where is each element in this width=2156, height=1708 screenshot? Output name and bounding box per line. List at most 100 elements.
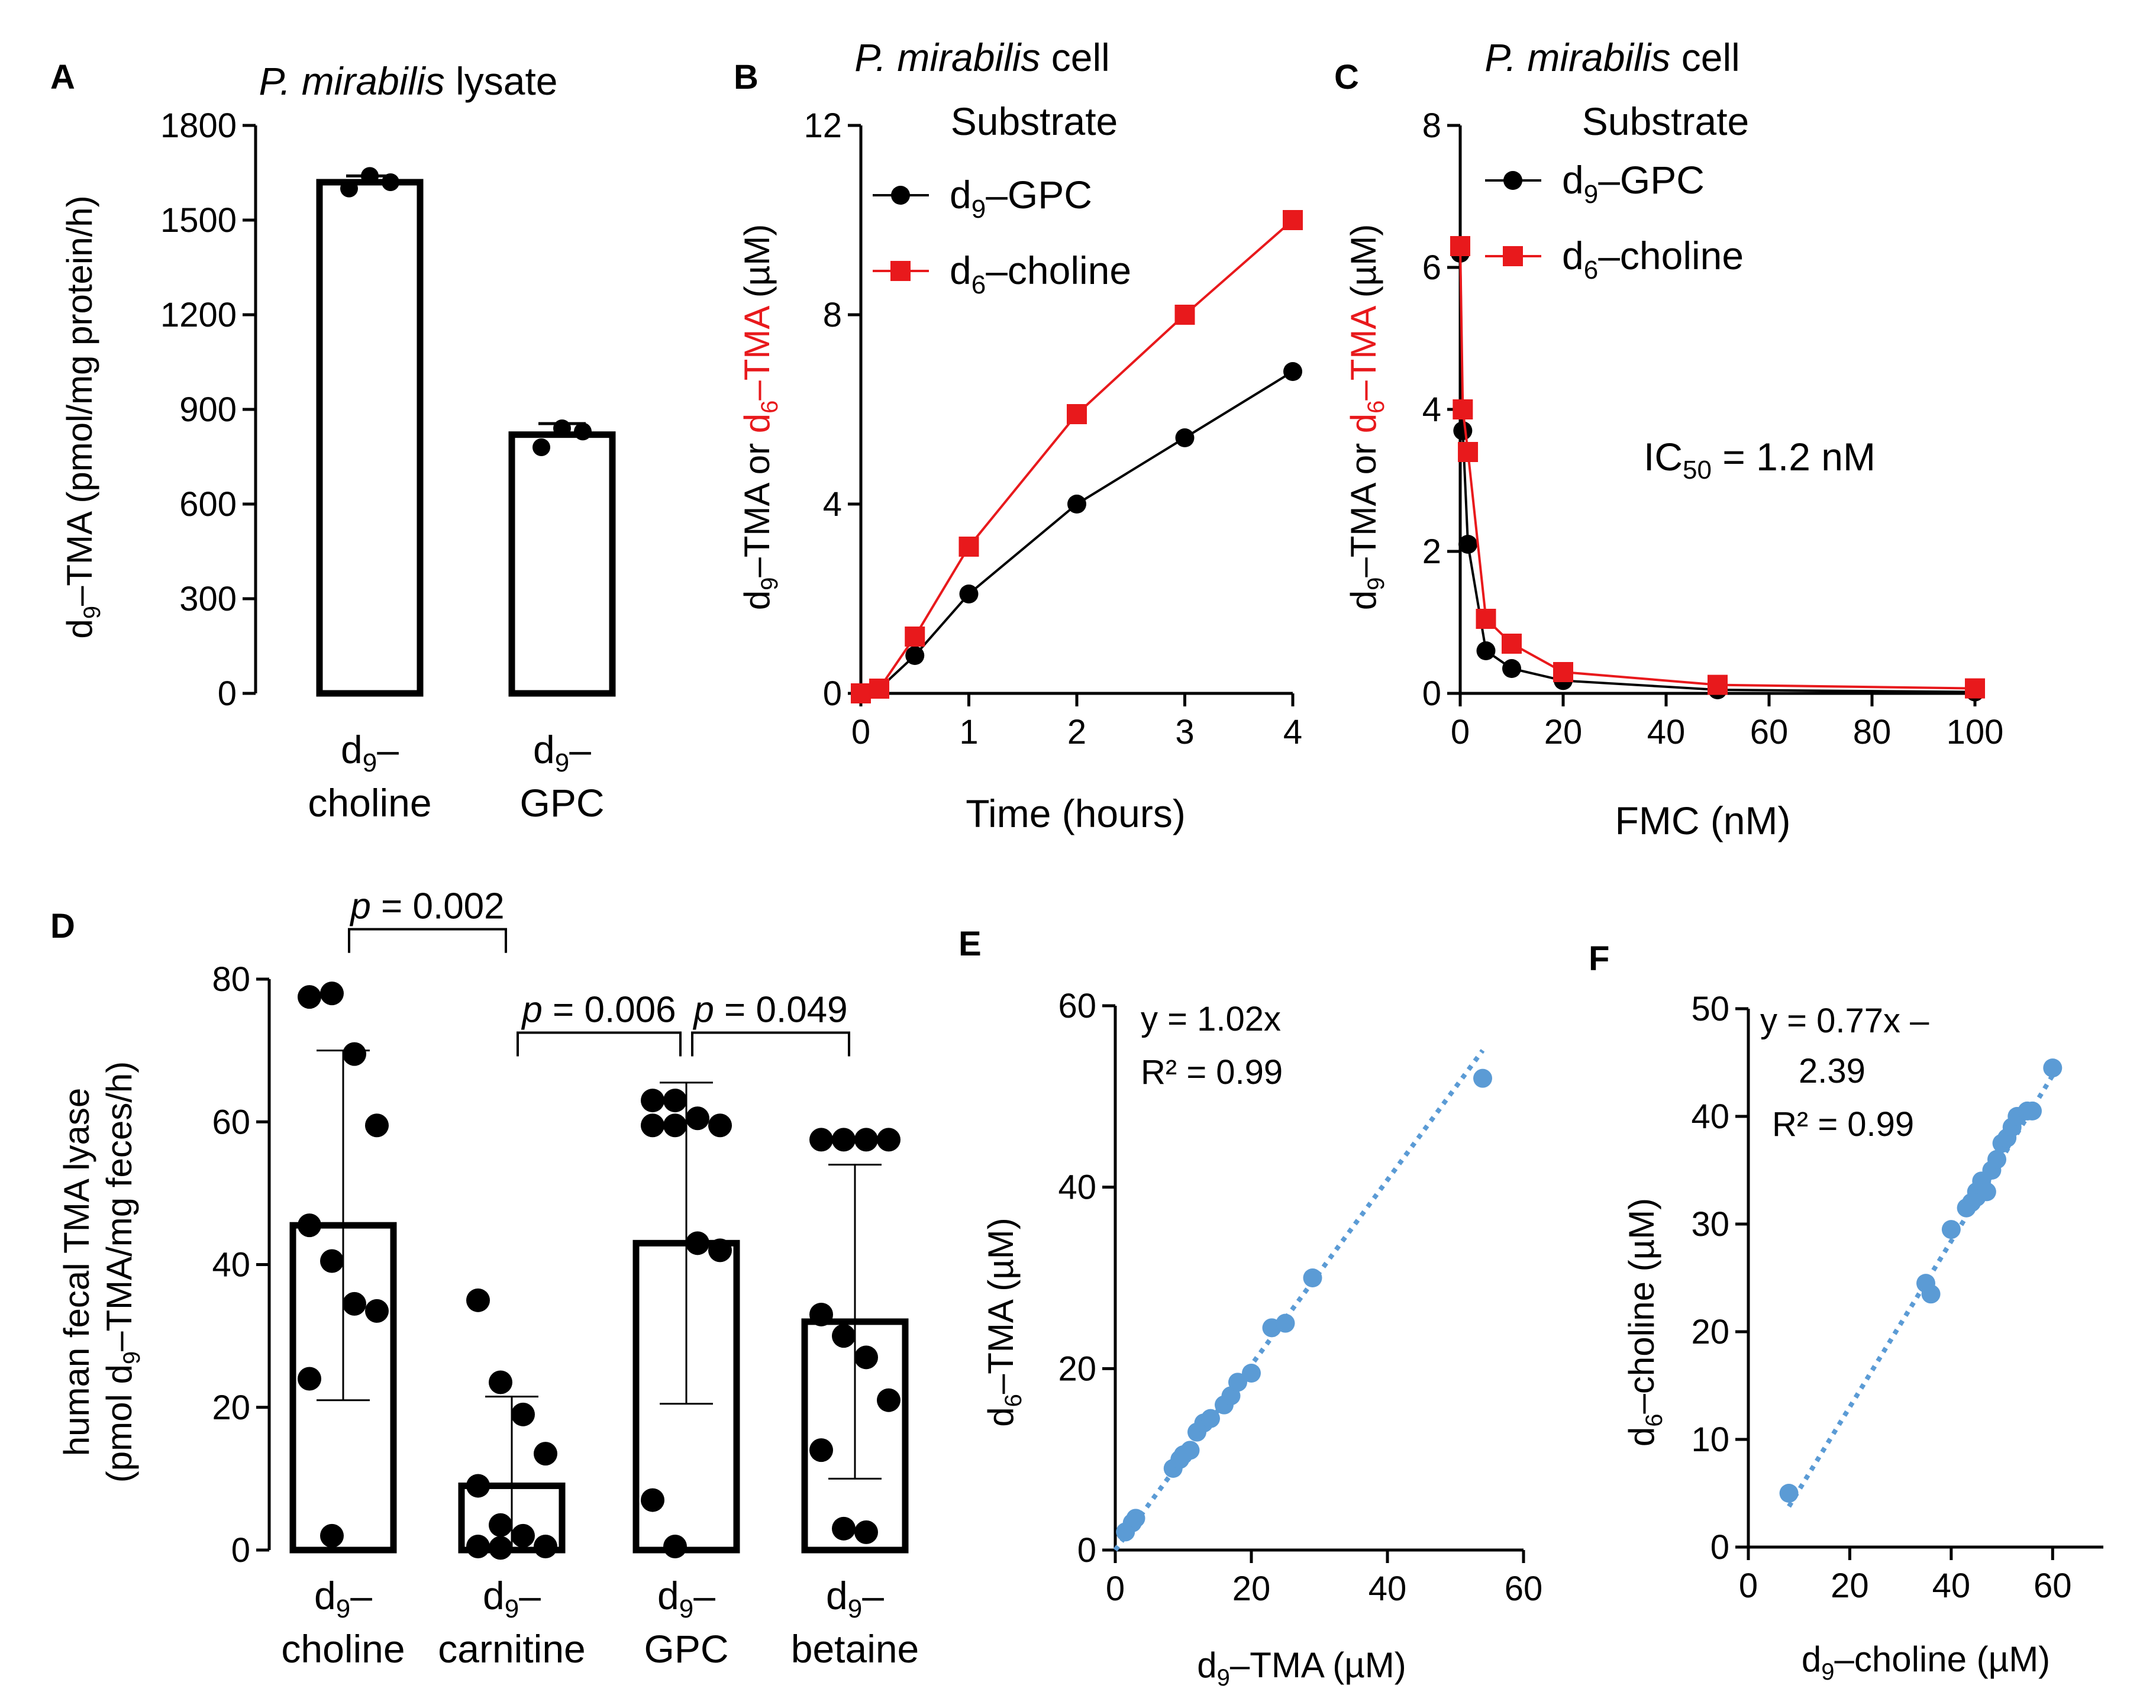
panel-b-point (958, 537, 979, 557)
panel-d-point (877, 1128, 901, 1152)
panel-d-category-label-line2: GPC (644, 1627, 728, 1671)
panel-e-r2: R² = 0.99 (1141, 1053, 1283, 1092)
panel-f-y-tick-label: 40 (1691, 1097, 1729, 1136)
panel-c-y-tick-label: 2 (1422, 532, 1441, 571)
panel-f-x-tick-label: 0 (1739, 1567, 1758, 1605)
panel-c-point (1458, 442, 1479, 462)
panel-d-y-tick-label: 0 (231, 1531, 250, 1570)
panel-b-point (1283, 210, 1303, 230)
panel-b-x-tick-label: 1 (959, 713, 978, 751)
panel-f-y-label: d6–choline (µM) (1622, 1198, 1667, 1447)
panel-d-point (877, 1388, 901, 1412)
panel-d-point (663, 1113, 687, 1138)
panel-d-comparison-bracket (691, 1031, 850, 1057)
panel-c-point (1502, 634, 1522, 654)
panel-b-legend-marker (891, 186, 910, 205)
panel-d-comparison-bracket (517, 1031, 682, 1057)
panel-c-legend: d9–GPC d6–choline (1485, 158, 1744, 285)
panel-b-y-label: d9–TMA or d6–TMA (µM) (737, 224, 783, 611)
panel-e-point (1180, 1441, 1200, 1460)
panel-b-point (1067, 404, 1087, 424)
panel-b-y-tick-label: 4 (823, 485, 842, 524)
panel-d-point (534, 1534, 557, 1558)
panel-e-trendline-line (1113, 1049, 1485, 1552)
panel-d-category-label: d9– (826, 1574, 884, 1623)
panel-f-y-tick-label: 10 (1691, 1420, 1729, 1459)
panel-c-y-tick-label: 8 (1422, 106, 1441, 145)
panel-c-point (1965, 678, 1985, 699)
panel-c-point (1450, 236, 1470, 256)
panel-e-trendline (1113, 1049, 1485, 1552)
panel-e-y-label: d6–TMA (µM) (981, 1218, 1027, 1427)
panel-a-y-label: d9–TMA (pmol/mg protein/h) (60, 195, 105, 638)
panel-d-point (854, 1520, 878, 1544)
panel-b-point (959, 585, 979, 603)
panel-c-point (1708, 674, 1728, 695)
panel-f-y-tick-label: 30 (1691, 1205, 1729, 1244)
panel-b-point (1067, 495, 1086, 514)
panel-f-equation-line2: 2.39 (1799, 1052, 1865, 1090)
panel-b-point (905, 646, 925, 665)
panel-a-category-label: d9– (533, 728, 591, 777)
panel-f-point (2023, 1101, 2042, 1121)
panel-d-point (663, 1089, 687, 1113)
panel-d-point (832, 1324, 856, 1348)
panel-a-point (574, 422, 592, 441)
panel-f-point (1987, 1150, 2006, 1169)
panel-d-p-value: p = 0.002 (349, 886, 504, 927)
panel-d-point (343, 1042, 366, 1066)
panel-b-series (851, 210, 1303, 703)
panel-b-point (1174, 305, 1195, 325)
panel-d-point (534, 1442, 557, 1466)
panel-e-point (1201, 1409, 1220, 1428)
panel-a-bar (316, 179, 424, 697)
panel-d-point (832, 1516, 856, 1541)
panel-c-point (1476, 641, 1496, 660)
panel-a-point (382, 173, 399, 191)
panel-d-category-label: d9– (657, 1574, 715, 1623)
panel-d-y-tick-label: 40 (212, 1246, 250, 1284)
panel-b-x-tick-label: 4 (1283, 713, 1302, 751)
panel-e-y-tick-label: 60 (1058, 987, 1096, 1025)
panel-c-annotation: IC50 = 1.2 nM (1644, 435, 1876, 485)
panel-d-point (365, 1113, 389, 1138)
panel-e-x-tick-label: 0 (1106, 1570, 1125, 1608)
panel-f-equation-line1: y = 0.77x – (1760, 1002, 1929, 1040)
panel-c-title: P. mirabilis cell (1484, 35, 1740, 79)
panel-letter-a: A (50, 58, 75, 96)
panel-d-p-value: p = 0.006 (521, 989, 676, 1030)
panel-c-legend-label: d6–choline (1562, 234, 1744, 285)
panel-c-x-tick-label: 100 (1947, 713, 2004, 751)
panel-d-y-tick-label: 60 (212, 1103, 250, 1141)
panel-b-x-tick-label: 3 (1175, 713, 1194, 751)
panel-c-x-tick-label: 40 (1647, 713, 1686, 751)
panel-a-y-tick-label: 900 (179, 390, 237, 429)
panel-c-x-tick-label: 80 (1853, 713, 1892, 751)
panel-e-axes: 0 20 40 60 0 20 40 60 (1058, 987, 1542, 1608)
panel-letter-b: B (734, 58, 759, 96)
panel-a-bars (316, 174, 616, 697)
panel-f-points (1779, 1058, 2063, 1503)
panel-f-point (1921, 1284, 1941, 1304)
panel-d-point (832, 1128, 856, 1152)
panel-c-y-label: d9–TMA or d6–TMA (µM) (1344, 224, 1389, 611)
panel-a-y-tick-label: 0 (218, 674, 237, 713)
panel-f-y-tick-label: 20 (1691, 1313, 1729, 1351)
panel-a-point (532, 438, 550, 456)
panel-a-points (340, 167, 592, 456)
panel-letter-c: C (1334, 58, 1359, 96)
panel-d-bars (289, 1222, 909, 1554)
panel-e-point (1242, 1364, 1261, 1383)
panel-b-x-tick-label: 0 (851, 713, 870, 751)
panel-a-y-tick-label: 300 (179, 580, 237, 618)
panel-d-point (466, 1474, 490, 1498)
panel-a-bar (508, 431, 616, 697)
panel-f-r2: R² = 0.99 (1772, 1105, 1914, 1144)
panel-c-legend-title: Substrate (1582, 99, 1750, 143)
panel-d-comparisons: p = 0.002 p = 0.006 p = 0.049 (348, 886, 850, 1057)
panel-d-point (511, 1523, 535, 1548)
panel-d-point (511, 1402, 535, 1426)
